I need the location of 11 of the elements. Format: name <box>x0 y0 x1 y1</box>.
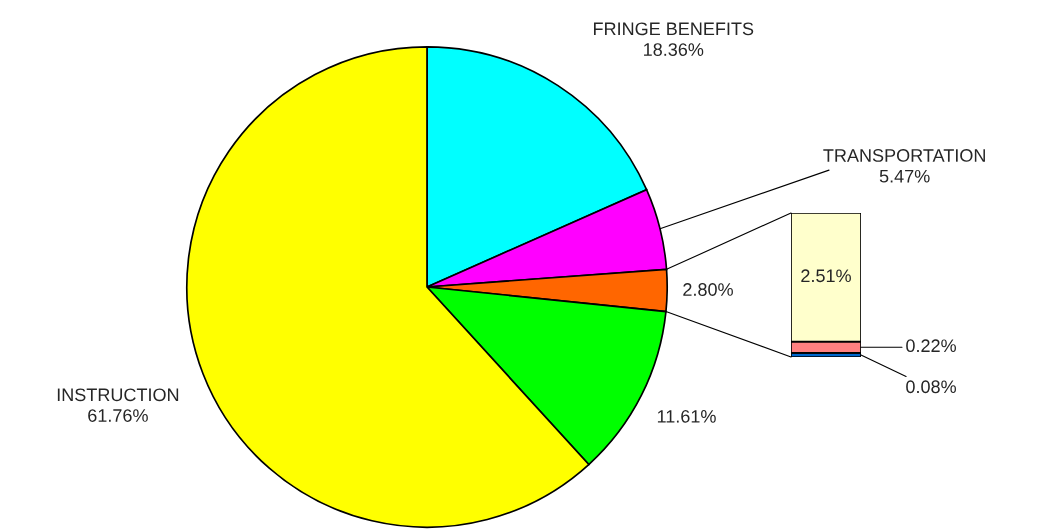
slice-label: INSTRUCTION <box>57 388 179 402</box>
data-label: 5.47% <box>879 169 930 183</box>
data-label: 18.36% <box>644 43 704 56</box>
data-label: 2.51% <box>801 269 851 283</box>
slice-label: FRINGE BENEFITS <box>594 22 754 36</box>
data-label: 61.76% <box>88 409 148 422</box>
data-label: 11.61% <box>657 409 716 423</box>
data-label: 0.22% <box>906 339 956 353</box>
data-label: 0.08% <box>906 380 956 394</box>
data-label: 2.80% <box>683 283 733 296</box>
slice-label: TRANSPORTATION <box>823 149 985 162</box>
